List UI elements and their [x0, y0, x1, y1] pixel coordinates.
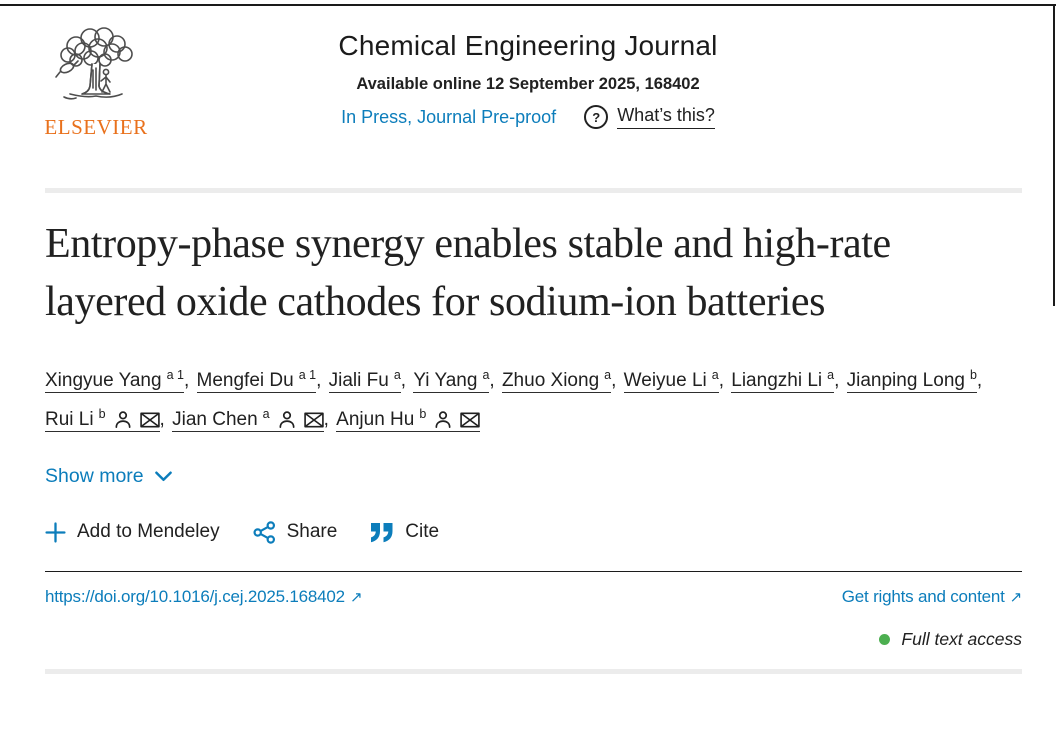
author-link[interactable]: Jiali Fu a: [328, 367, 401, 393]
author-separator: ,: [159, 408, 171, 430]
add-to-mendeley-button[interactable]: Add to Mendeley: [45, 521, 220, 543]
person-icon: [435, 411, 451, 428]
full-text-access-label: Full text access: [901, 629, 1022, 650]
envelope-icon: [303, 412, 324, 428]
available-online-text: Available online 12 September 2025, 1684…: [356, 75, 700, 93]
author-affiliation-sup: a: [482, 367, 490, 382]
author-affiliation-sup: a 1: [166, 367, 184, 382]
whats-this-link[interactable]: What’s this?: [617, 105, 715, 129]
quote-cite-icon: [371, 522, 393, 542]
window-right-border: [1053, 4, 1055, 306]
author-separator: ,: [611, 369, 622, 391]
author-separator: ,: [323, 408, 335, 430]
author-name: Xingyue Yang: [45, 369, 162, 391]
journal-title-link[interactable]: Chemical Engineering Journal: [338, 30, 718, 61]
author-link[interactable]: Jian Chen a: [172, 406, 324, 432]
share-icon: [253, 521, 275, 544]
author-separator: ,: [489, 369, 500, 391]
window-top-border: [0, 4, 1056, 6]
external-link-icon: ↗: [349, 588, 363, 607]
author-name: Liangzhi Li: [731, 369, 823, 391]
article-title: Entropy-phase synergy enables stable and…: [45, 221, 891, 325]
bottom-divider: [45, 669, 1022, 675]
get-rights-and-content-link[interactable]: Get rights and content ↗: [842, 587, 1022, 607]
author-link[interactable]: Zhuo Xiong a: [501, 367, 612, 393]
author-affiliation-sup: a: [393, 367, 401, 382]
author-affiliation-sup: a: [262, 406, 270, 421]
author-name: Mengfei Du: [196, 369, 294, 391]
share-label: Share: [286, 521, 338, 543]
header-divider: [45, 188, 1022, 193]
author-name: Weiyue Li: [623, 369, 707, 391]
envelope-icon: [460, 412, 481, 428]
elsevier-logo[interactable]: ELSEVIER: [44, 24, 148, 140]
author-name: Jianping Long: [846, 369, 965, 391]
journal-meta: Chemical Engineering Journal Available o…: [248, 30, 808, 129]
author-link[interactable]: Jianping Long b: [846, 367, 977, 393]
status-row: In Press, Journal Pre-proof ? What’s thi…: [248, 105, 808, 129]
add-to-mendeley-label: Add to Mendeley: [77, 521, 220, 543]
cite-label: Cite: [405, 521, 440, 543]
action-toolbar: Add to Mendeley Share Cite: [45, 521, 1056, 544]
doi-link[interactable]: https://doi.org/10.1016/j.cej.2025.16840…: [45, 587, 363, 607]
author-name: Zhuo Xiong: [501, 369, 600, 391]
author-affiliation-sup: a: [711, 367, 719, 382]
author-separator: ,: [834, 369, 845, 391]
doi-separator-rule: [45, 570, 1022, 573]
elsevier-tree-icon: [55, 27, 133, 100]
access-row: Full text access: [0, 629, 1022, 650]
cite-button[interactable]: Cite: [370, 521, 439, 543]
author-name: Jian Chen: [172, 408, 258, 430]
article-header: Entropy-phase synergy enables stable and…: [0, 216, 1056, 675]
author-separator: ,: [718, 369, 730, 391]
author-separator: ,: [183, 369, 195, 391]
elsevier-wordmark: ELSEVIER: [44, 115, 148, 139]
person-icon: [279, 411, 295, 428]
doi-text: https://doi.org/10.1016/j.cej.2025.16840…: [45, 587, 345, 607]
author-affiliation-sup: b: [419, 406, 427, 421]
external-link-icon: ↗: [1009, 588, 1023, 607]
author-link[interactable]: Anjun Hu b: [336, 406, 481, 432]
author-affiliation-sup: a: [604, 367, 612, 382]
full-text-access-dot: [879, 634, 891, 646]
show-more-label: Show more: [45, 464, 144, 487]
journal-header: ELSEVIER Chemical Engineering Journal Av…: [0, 0, 1056, 158]
author-affiliation-sup: b: [969, 367, 977, 382]
author-separator: ,: [316, 369, 327, 391]
show-more-button[interactable]: Show more: [45, 465, 172, 488]
author-separator: ,: [976, 369, 983, 391]
doi-row: https://doi.org/10.1016/j.cej.2025.16840…: [45, 587, 1022, 607]
chevron-down-icon: [154, 471, 172, 481]
author-link[interactable]: Mengfei Du a 1: [196, 367, 317, 393]
plus-icon: [45, 522, 66, 543]
rights-text: Get rights and content: [841, 587, 1005, 607]
envelope-icon: [139, 412, 160, 428]
author-affiliation-sup: b: [98, 406, 106, 421]
author-affiliation-sup: a 1: [298, 367, 317, 382]
in-press-journal-pre-proof-link[interactable]: In Press, Journal Pre-proof: [341, 106, 557, 127]
author-link[interactable]: Rui Li b: [45, 406, 160, 432]
author-name: Rui Li: [45, 408, 94, 430]
author-affiliation-sup: a: [827, 367, 835, 382]
author-link[interactable]: Liangzhi Li a: [731, 367, 835, 393]
author-name: Yi Yang: [413, 369, 478, 391]
author-list: Xingyue Yang a 1, Mengfei Du a 1, Jiali Fu…: [45, 362, 990, 440]
question-circle-icon[interactable]: ?: [584, 105, 609, 129]
author-link[interactable]: Weiyue Li a: [623, 367, 719, 393]
author-separator: ,: [400, 369, 412, 391]
author-link[interactable]: Xingyue Yang a 1: [45, 367, 184, 393]
author-name: Anjun Hu: [336, 408, 415, 430]
author-link[interactable]: Yi Yang a: [413, 367, 490, 393]
share-button[interactable]: Share: [253, 521, 338, 544]
author-name: Jiali Fu: [328, 369, 389, 391]
person-icon: [115, 411, 131, 428]
